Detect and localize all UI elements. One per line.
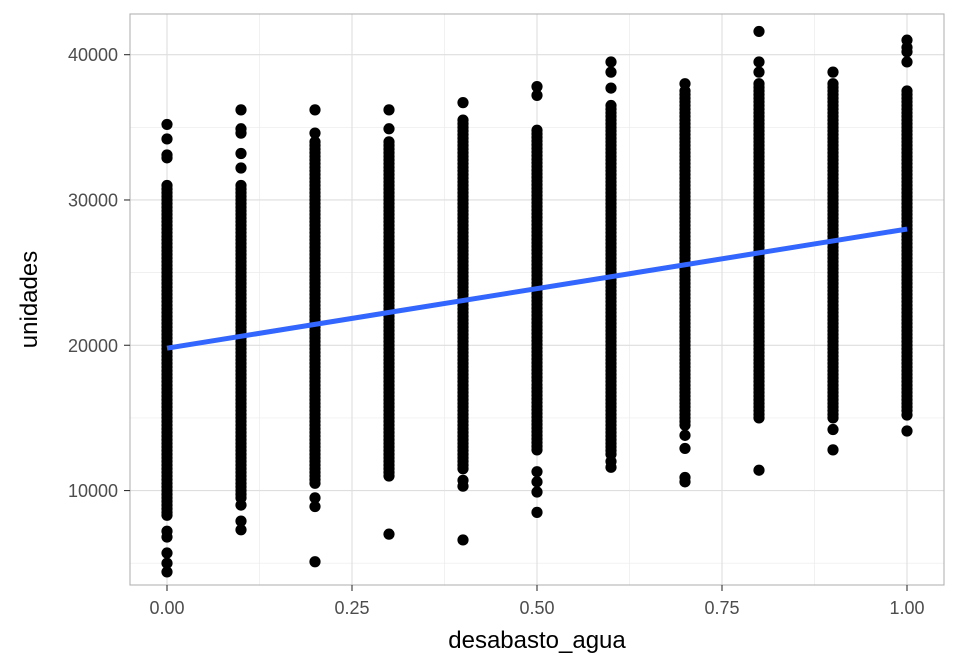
data-point	[605, 82, 617, 94]
y-tick-label: 20000	[68, 336, 118, 356]
data-point	[161, 525, 173, 537]
data-point	[531, 81, 543, 93]
data-point	[235, 162, 247, 174]
y-tick-label: 10000	[68, 481, 118, 501]
data-point	[827, 78, 839, 90]
data-point	[161, 179, 173, 192]
data-point	[309, 104, 321, 116]
data-points	[161, 25, 913, 578]
data-point	[235, 123, 247, 135]
data-point	[531, 486, 543, 498]
data-point	[161, 509, 173, 521]
x-tick-label: 0.50	[519, 598, 554, 618]
y-axis-title: unidades	[16, 251, 43, 348]
data-point	[235, 515, 247, 527]
data-point	[605, 56, 617, 68]
x-tick-label: 0.25	[334, 598, 369, 618]
data-point	[235, 104, 247, 116]
data-point	[235, 524, 247, 536]
y-tick-label: 30000	[68, 190, 118, 210]
x-tick-label: 1.00	[889, 598, 924, 618]
data-point	[679, 78, 691, 90]
data-point	[531, 466, 543, 478]
data-point	[605, 99, 617, 112]
data-point	[457, 474, 469, 486]
data-point	[531, 476, 543, 488]
data-point	[235, 179, 247, 192]
data-point	[161, 566, 173, 578]
data-point	[679, 429, 691, 441]
data-point	[531, 124, 543, 136]
x-tick-label: 0.75	[704, 598, 739, 618]
data-point	[383, 136, 395, 148]
data-point	[901, 409, 913, 421]
data-point	[753, 25, 765, 38]
data-point	[457, 97, 469, 109]
data-point	[753, 78, 765, 90]
data-point	[383, 123, 395, 135]
data-point	[161, 133, 173, 145]
data-point	[309, 556, 321, 568]
data-point	[161, 547, 173, 559]
data-point	[309, 492, 321, 504]
data-point	[901, 56, 913, 68]
data-point	[383, 528, 395, 540]
data-point	[161, 557, 173, 569]
data-point	[827, 423, 839, 436]
data-point	[383, 104, 395, 116]
data-point	[161, 149, 173, 161]
data-point	[901, 425, 913, 437]
data-point	[827, 66, 839, 78]
data-point	[309, 500, 321, 513]
trend-line-layer	[166, 226, 908, 351]
data-point	[531, 89, 543, 101]
y-tick-label: 40000	[68, 45, 118, 65]
data-point	[161, 118, 173, 131]
data-point	[235, 499, 247, 511]
data-point	[679, 471, 691, 484]
x-axis-title: desabasto_agua	[448, 627, 626, 654]
data-point	[827, 444, 839, 456]
data-point	[235, 147, 247, 160]
data-point	[531, 506, 543, 518]
trend-line	[166, 226, 908, 351]
data-point	[457, 114, 469, 126]
data-point	[901, 85, 913, 97]
data-point	[309, 127, 321, 139]
data-point	[605, 455, 617, 468]
data-point	[309, 136, 321, 148]
data-point	[457, 534, 469, 546]
x-tick-label: 0.00	[149, 598, 184, 618]
data-point	[605, 66, 617, 78]
data-point	[753, 464, 765, 476]
data-point	[679, 442, 691, 455]
data-point	[753, 56, 765, 68]
axis-ticks: 0.00 0.25 0.50 0.75 1.00 10000 20000 30000 40000	[68, 45, 925, 618]
data-point	[901, 34, 913, 46]
data-point	[753, 66, 765, 78]
